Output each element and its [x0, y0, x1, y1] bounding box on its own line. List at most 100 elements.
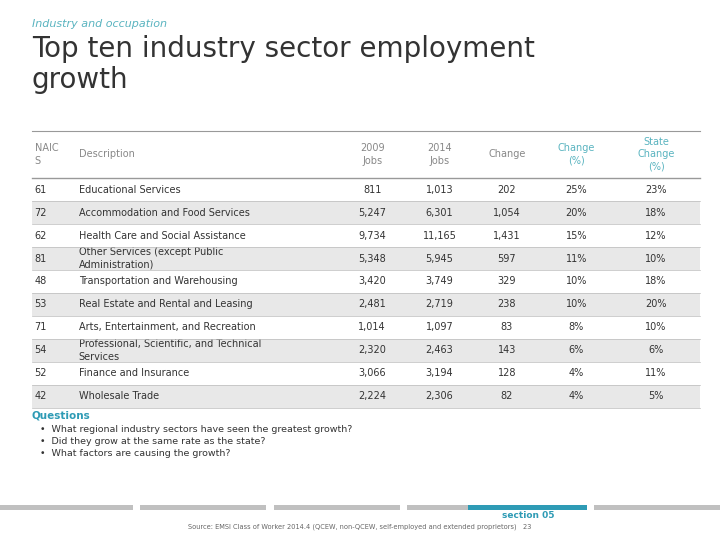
Text: 10%: 10% [645, 322, 667, 333]
Text: 61: 61 [35, 185, 47, 195]
Text: 2014
Jobs: 2014 Jobs [427, 143, 452, 166]
Text: 3,194: 3,194 [426, 368, 454, 379]
Text: 128: 128 [498, 368, 516, 379]
Text: Health Care and Social Assistance: Health Care and Social Assistance [78, 231, 246, 241]
Text: 1,014: 1,014 [359, 322, 386, 333]
Text: Transportation and Warehousing: Transportation and Warehousing [78, 276, 238, 287]
Bar [468, 505, 587, 510]
Text: Educational Services: Educational Services [78, 185, 181, 195]
Text: 4%: 4% [569, 368, 584, 379]
Text: 2009
Jobs: 2009 Jobs [360, 143, 384, 166]
Text: 71: 71 [35, 322, 47, 333]
Bar [140, 505, 266, 510]
Text: 81: 81 [35, 253, 47, 264]
Text: 15%: 15% [566, 231, 587, 241]
Text: 5,945: 5,945 [426, 253, 454, 264]
Text: Wholesale Trade: Wholesale Trade [78, 391, 159, 401]
Text: 10%: 10% [566, 276, 587, 287]
Text: Description: Description [78, 150, 135, 159]
Text: Other Services (except Public
Administration): Other Services (except Public Administra… [78, 247, 223, 269]
Bar [32, 293, 700, 316]
Text: Finance and Insurance: Finance and Insurance [78, 368, 189, 379]
Text: Accommodation and Food Services: Accommodation and Food Services [78, 207, 250, 218]
Text: 811: 811 [363, 185, 382, 195]
Text: Professional, Scientific, and Technical
Services: Professional, Scientific, and Technical … [78, 339, 261, 361]
Text: section 05: section 05 [502, 511, 554, 521]
Text: 3,420: 3,420 [359, 276, 386, 287]
Text: •  Did they grow at the same rate as the state?: • Did they grow at the same rate as the … [40, 437, 266, 446]
Text: Change: Change [488, 150, 526, 159]
Bar [32, 270, 700, 293]
Text: 10%: 10% [566, 299, 587, 309]
Bar [32, 316, 700, 339]
Text: 18%: 18% [645, 207, 667, 218]
Text: 18%: 18% [645, 276, 667, 287]
Text: 143: 143 [498, 345, 516, 355]
Text: 12%: 12% [645, 231, 667, 241]
Text: 48: 48 [35, 276, 47, 287]
Bar [32, 384, 700, 408]
Text: 6%: 6% [649, 345, 664, 355]
Text: 8%: 8% [569, 322, 584, 333]
Bar [32, 201, 700, 224]
Text: 11%: 11% [566, 253, 587, 264]
Text: 53: 53 [35, 299, 47, 309]
Text: NAIC
S: NAIC S [35, 143, 58, 166]
Text: Source: EMSI Class of Worker 2014.4 (QCEW, non-QCEW, self-employed and extended : Source: EMSI Class of Worker 2014.4 (QCE… [189, 524, 531, 530]
Text: 11,165: 11,165 [423, 231, 456, 241]
Text: 23%: 23% [645, 185, 667, 195]
Text: 2,463: 2,463 [426, 345, 454, 355]
Text: 6%: 6% [569, 345, 584, 355]
Text: 83: 83 [500, 322, 513, 333]
Text: 3,066: 3,066 [359, 368, 386, 379]
Text: 597: 597 [498, 253, 516, 264]
Bar [32, 178, 700, 201]
Bar [407, 505, 526, 510]
Text: •  What regional industry sectors have seen the greatest growth?: • What regional industry sectors have se… [40, 425, 353, 434]
Text: 1,097: 1,097 [426, 322, 454, 333]
Bar [594, 505, 720, 510]
Text: 9,734: 9,734 [359, 231, 386, 241]
Bar [32, 131, 700, 178]
Text: 202: 202 [498, 185, 516, 195]
Text: Questions: Questions [32, 410, 91, 421]
Text: 4%: 4% [569, 391, 584, 401]
Text: 20%: 20% [645, 299, 667, 309]
Text: Arts, Entertainment, and Recreation: Arts, Entertainment, and Recreation [78, 322, 256, 333]
Bar [32, 247, 700, 270]
Text: 2,719: 2,719 [426, 299, 454, 309]
Text: State
Change
(%): State Change (%) [637, 137, 675, 172]
Text: Top ten industry sector employment: Top ten industry sector employment [32, 35, 534, 63]
Text: 10%: 10% [645, 253, 667, 264]
Text: 1,431: 1,431 [493, 231, 521, 241]
Text: 6,301: 6,301 [426, 207, 454, 218]
Text: 2,306: 2,306 [426, 391, 454, 401]
Bar [32, 362, 700, 384]
Text: 5,247: 5,247 [359, 207, 386, 218]
Text: 72: 72 [35, 207, 47, 218]
Text: 2,481: 2,481 [359, 299, 386, 309]
Text: 11%: 11% [645, 368, 667, 379]
Text: 2,320: 2,320 [359, 345, 386, 355]
Text: 52: 52 [35, 368, 47, 379]
Text: 20%: 20% [566, 207, 587, 218]
Bar [32, 224, 700, 247]
Text: 1,054: 1,054 [493, 207, 521, 218]
Text: Real Estate and Rental and Leasing: Real Estate and Rental and Leasing [78, 299, 253, 309]
Text: 2,224: 2,224 [359, 391, 386, 401]
Text: 5,348: 5,348 [359, 253, 386, 264]
Text: 25%: 25% [565, 185, 587, 195]
Text: 42: 42 [35, 391, 47, 401]
Bar [32, 339, 700, 362]
Text: 1,013: 1,013 [426, 185, 454, 195]
Bar [274, 505, 400, 510]
Text: growth: growth [32, 66, 128, 94]
Text: 62: 62 [35, 231, 47, 241]
Text: 54: 54 [35, 345, 47, 355]
Text: 329: 329 [498, 276, 516, 287]
Text: •  What factors are causing the growth?: • What factors are causing the growth? [40, 449, 231, 458]
Text: 238: 238 [498, 299, 516, 309]
Text: 3,749: 3,749 [426, 276, 454, 287]
Text: 5%: 5% [649, 391, 664, 401]
Text: Change
(%): Change (%) [558, 143, 595, 166]
